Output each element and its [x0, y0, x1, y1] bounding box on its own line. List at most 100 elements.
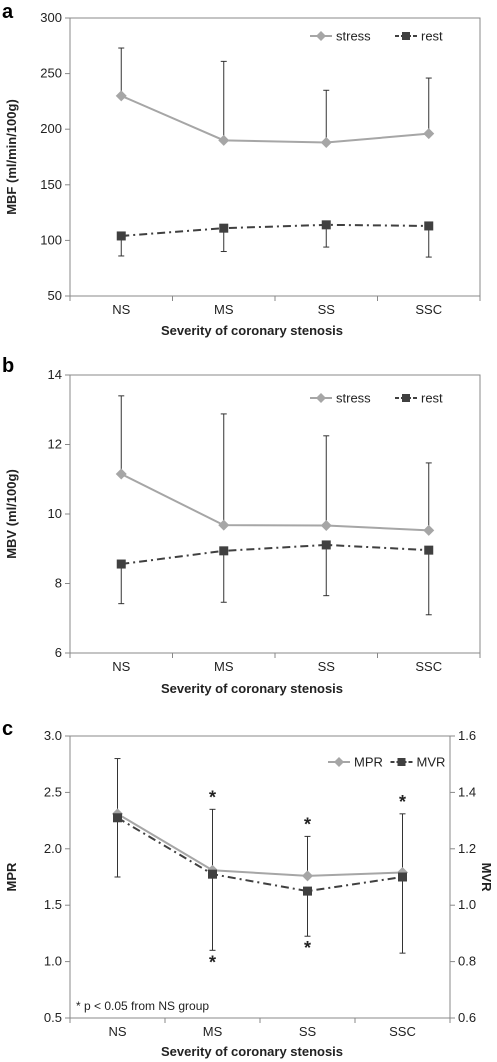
plot-frame-b	[69, 374, 481, 654]
y-right-tick-label: 1.4	[458, 784, 476, 799]
panel-letter-b: b	[2, 355, 14, 377]
data-point-stress	[320, 519, 332, 531]
significance-star-MPR: *	[209, 787, 216, 807]
series-line-rest	[121, 223, 429, 237]
y-tick-label: 10	[48, 506, 62, 521]
x-tick-label: SSC	[415, 302, 442, 317]
y-tick-label: 2.5	[44, 784, 62, 799]
legend-marker-stress	[316, 393, 326, 403]
data-point-stress	[218, 519, 230, 531]
data-point-MPR	[302, 870, 313, 882]
plot-frame-c	[69, 735, 451, 1019]
data-point-rest	[219, 223, 229, 233]
data-point-stress	[115, 90, 127, 102]
data-point-rest	[424, 221, 434, 231]
x-tick-label: SS	[318, 659, 336, 674]
x-tick-label: SSC	[389, 1024, 416, 1039]
data-point-MVR	[303, 886, 312, 896]
x-tick-label: NS	[108, 1024, 126, 1039]
x-axis-title-b: Severity of coronary stenosis	[161, 681, 343, 696]
panel-letter-a: a	[2, 1, 14, 23]
series-line-MPR	[116, 812, 403, 877]
significance-star-MPR: *	[304, 814, 311, 834]
series-line-stress	[120, 473, 429, 532]
x-tick-label: SS	[318, 302, 336, 317]
series-line-stress	[120, 94, 429, 144]
x-tick-label: NS	[112, 659, 130, 674]
series-line-MVR	[116, 816, 403, 893]
chart-panel-b: 6 8 10 12 14 NS MS SS SSC MBV (ml/100g) Severit…	[4, 367, 481, 696]
data-point-rest	[424, 545, 434, 555]
data-point-stress	[423, 128, 435, 140]
legend-label-rest: rest	[421, 29, 443, 44]
y-axis-title-c: MPR	[4, 862, 19, 892]
y-tick-label: 300	[40, 10, 62, 25]
data-point-MVR	[113, 813, 122, 823]
y-tick-label: 1.5	[44, 897, 62, 912]
data-point-stress	[218, 134, 230, 146]
x-axis-title-a: Severity of coronary stenosis	[161, 323, 343, 338]
significance-star-MPR: *	[399, 792, 406, 812]
y-tick-label: 200	[40, 121, 62, 136]
legend-label-MVR: MVR	[417, 755, 446, 770]
x-tick-label: SSC	[415, 659, 442, 674]
legend-label-rest: rest	[421, 391, 443, 406]
data-point-MVR	[398, 872, 407, 882]
y-tick-label: 12	[48, 437, 62, 452]
significance-star-MVR: *	[209, 952, 216, 972]
legend-marker-rest	[402, 394, 410, 402]
y-axis-title-a: MBF (ml/min/100g)	[4, 99, 19, 215]
y-right-tick-label: 1.2	[458, 841, 476, 856]
series-line-rest	[121, 543, 429, 566]
x-tick-label: MS	[203, 1024, 223, 1039]
y-right-tick-label: 0.8	[458, 954, 476, 969]
data-point-stress	[115, 468, 127, 480]
y-tick-label: 100	[40, 232, 62, 247]
y-tick-label: 3.0	[44, 728, 62, 743]
data-point-rest	[321, 540, 331, 550]
chart-panel-a: 50 100 150 200 250 300 NS MS SS SSC MBF (ml/min/…	[4, 10, 481, 338]
y-right-tick-label: 0.6	[458, 1010, 476, 1025]
legend-marker-rest	[402, 32, 410, 40]
chart-panel-c: 0.5 1.0 1.5 2.0 2.5 3.0 0.6 0.8 1.0 1.2 1.4 1.6 NS…	[4, 728, 494, 1059]
y-right-tick-label: 1.6	[458, 728, 476, 743]
legend-marker-MVR	[397, 758, 406, 766]
y-axis-title-b: MBV (ml/100g)	[4, 469, 19, 559]
legend-label-MPR: MPR	[354, 755, 383, 770]
x-tick-label: NS	[112, 302, 130, 317]
y-tick-label: 14	[48, 367, 62, 382]
y-tick-label: 50	[48, 288, 62, 303]
data-point-stress	[320, 137, 332, 149]
y-tick-label: 1.0	[44, 954, 62, 969]
significance-star-MVR: *	[304, 938, 311, 958]
data-point-MVR	[208, 869, 217, 879]
legend-label-stress: stress	[336, 391, 371, 406]
y-tick-label: 150	[40, 177, 62, 192]
y-tick-label: 250	[40, 66, 62, 81]
x-tick-label: SS	[299, 1024, 317, 1039]
legend-marker-stress	[316, 31, 326, 41]
y-right-tick-label: 1.0	[458, 897, 476, 912]
data-point-rest	[219, 546, 229, 556]
x-tick-label: MS	[214, 659, 234, 674]
plot-frame-a	[69, 17, 481, 297]
y-tick-label: 6	[55, 645, 62, 660]
data-point-rest	[116, 231, 126, 241]
legend-label-stress: stress	[336, 29, 371, 44]
x-axis-title-c: Severity of coronary stenosis	[161, 1044, 343, 1059]
y-axis-title-right-c: MVR	[479, 863, 494, 893]
x-tick-label: MS	[214, 302, 234, 317]
y-tick-label: 8	[55, 576, 62, 591]
data-point-rest	[321, 220, 331, 230]
legend-c: MPR MVR	[328, 755, 445, 770]
y-tick-label: 0.5	[44, 1010, 62, 1025]
legend-b: stress rest	[310, 391, 443, 406]
y-tick-label: 2.0	[44, 841, 62, 856]
significance-note: * p < 0.05 from NS group	[76, 999, 209, 1013]
data-point-rest	[116, 559, 126, 569]
legend-marker-MPR	[334, 757, 344, 767]
legend-a: stress rest	[310, 29, 443, 44]
panel-letter-c: c	[2, 718, 13, 740]
data-point-stress	[423, 524, 435, 536]
